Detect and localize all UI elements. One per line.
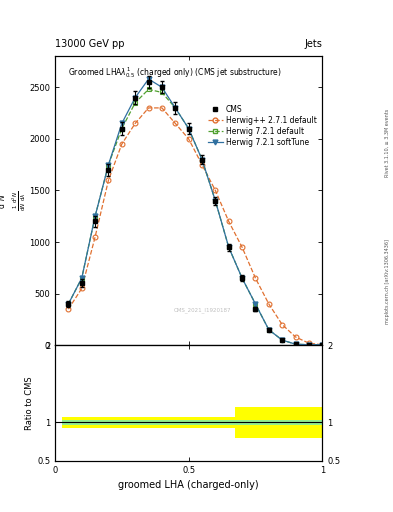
Text: mcplots.cern.ch [arXiv:1306.3436]: mcplots.cern.ch [arXiv:1306.3436]: [385, 239, 389, 324]
Text: 13000 GeV pp: 13000 GeV pp: [55, 38, 125, 49]
Y-axis label: Ratio to CMS: Ratio to CMS: [25, 376, 34, 430]
Text: Jets: Jets: [305, 38, 322, 49]
Legend: CMS, Herwig++ 2.7.1 default, Herwig 7.2.1 default, Herwig 7.2.1 softTune: CMS, Herwig++ 2.7.1 default, Herwig 7.2.…: [206, 103, 318, 148]
Text: Groomed LHA$\lambda^{1}_{0.5}$ (charged only) (CMS jet substructure): Groomed LHA$\lambda^{1}_{0.5}$ (charged …: [68, 65, 282, 80]
Text: CMS_2021_I1920187: CMS_2021_I1920187: [173, 308, 231, 313]
Text: Rivet 3.1.10, ≥ 3.3M events: Rivet 3.1.10, ≥ 3.3M events: [385, 109, 389, 178]
Y-axis label: $\mathrm{d}N$
$\mathrm{d}^2N$
$\frac{1}{\mathrm{d}N}\frac{\mathrm{d}^2N}{\mathrm: $\mathrm{d}N$ $\mathrm{d}^2N$ $\frac{1}{…: [0, 190, 28, 211]
X-axis label: groomed LHA (charged-only): groomed LHA (charged-only): [118, 480, 259, 490]
